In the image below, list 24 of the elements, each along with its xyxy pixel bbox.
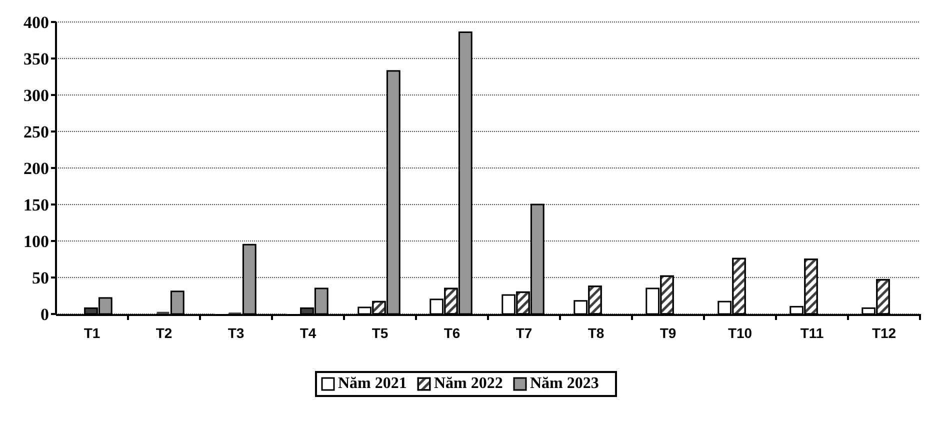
- x-tick-label: T7: [516, 325, 532, 341]
- x-tick-label: T6: [444, 325, 460, 341]
- legend-label: Năm 2021: [338, 375, 407, 392]
- x-tick-label: T2: [156, 325, 172, 341]
- y-tick-label: 150: [24, 195, 49, 214]
- x-tick-label: T8: [588, 325, 604, 341]
- y-tick-label: 50: [32, 268, 49, 288]
- y-tick-label: 400: [24, 12, 49, 32]
- legend-label: Năm 2022: [434, 375, 503, 392]
- x-tick-label: T11: [800, 325, 824, 341]
- x-tick-label: T3: [228, 325, 244, 341]
- y-tick-label: 100: [24, 232, 49, 251]
- x-tick-label: T10: [728, 325, 752, 341]
- x-tick-label: T12: [872, 325, 896, 341]
- y-tick-label: 300: [24, 86, 49, 105]
- x-tick-label: T5: [372, 325, 388, 341]
- legend-label: Năm 2023: [530, 375, 599, 392]
- x-tick-label: T1: [84, 325, 100, 341]
- x-tick-label: T4: [300, 325, 316, 341]
- y-tick-label: 350: [24, 49, 49, 68]
- y-tick-label: 250: [24, 122, 49, 142]
- y-tick-label: 200: [24, 158, 49, 178]
- x-tick-label: T9: [660, 325, 676, 341]
- y-tick-label: 0: [40, 304, 49, 324]
